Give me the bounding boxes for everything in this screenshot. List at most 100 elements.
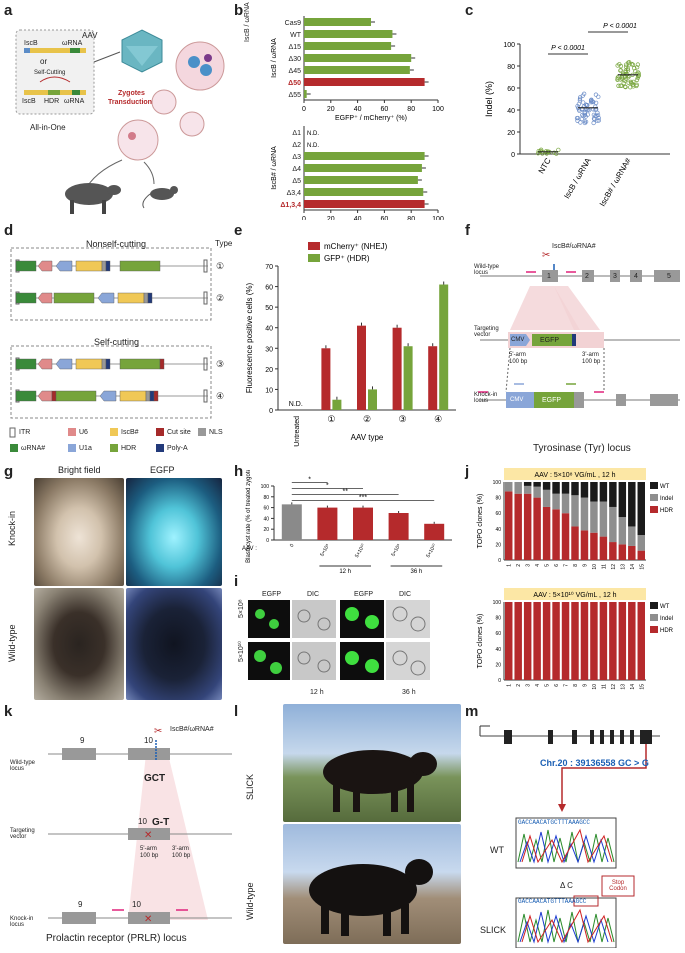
j-tick-label: 0 xyxy=(498,558,501,564)
d-leg-cut: Cut site xyxy=(167,429,191,436)
d-element xyxy=(143,292,149,304)
m-wt-label: WT xyxy=(490,845,504,855)
embryo-2-icon xyxy=(179,111,205,137)
i-embryo-3 xyxy=(345,607,359,621)
g-ki-brightfield-photo xyxy=(34,478,124,586)
h-ylabel: Blastocyst rate (% of treated zygotes) xyxy=(246,470,252,563)
m-pointer xyxy=(561,744,647,808)
j-category-label: 4 xyxy=(535,684,541,687)
f-wt-label: Wild-type locus xyxy=(474,264,500,276)
zygote-2 xyxy=(200,64,212,76)
j-bar-segment xyxy=(580,602,589,680)
c-point xyxy=(615,77,620,82)
b-category-label: Δ2 xyxy=(292,142,301,149)
b-category-label: Δ15 xyxy=(289,44,302,51)
c-point xyxy=(623,84,628,90)
i-embryo-2 xyxy=(269,619,279,629)
a-iscb2-label: IscB xyxy=(22,98,36,105)
i-embryo-8 xyxy=(365,659,379,673)
k-tv-exon10 xyxy=(128,828,170,840)
k-ki-exon10 xyxy=(128,912,170,924)
j-ylabel: TOPO clones (%) xyxy=(477,614,484,669)
h-tick-label: 40 xyxy=(263,516,269,522)
m-exon-5 xyxy=(600,730,604,744)
j-bar-segment xyxy=(533,482,541,487)
f-exon-5-label: 5 xyxy=(667,273,671,280)
panel-j-chart: AAV : 5×10⁸ VG/mL , 12 h 0 20 40 60 80 100 TOPO… xyxy=(470,466,682,696)
c-point xyxy=(616,83,621,88)
j-category-label: 1 xyxy=(507,684,513,687)
j-category-label: 14 xyxy=(630,564,636,570)
e-bar xyxy=(403,346,413,410)
c-point xyxy=(627,62,632,67)
blastocyst-icon xyxy=(117,119,159,161)
j-legend-label: WT xyxy=(660,604,670,610)
c-point xyxy=(621,80,626,86)
d-element xyxy=(99,390,117,402)
j-bar-segment xyxy=(571,526,579,560)
f-ki-cmv xyxy=(506,392,534,408)
l-wt-cow-head xyxy=(405,859,433,885)
f-exon-2-label: 2 xyxy=(585,273,589,280)
panel-a-svg xyxy=(15,29,225,214)
f-homology-5-band xyxy=(510,286,580,330)
b-category-label: Δ4 xyxy=(292,166,301,173)
e-tick-label: 70 xyxy=(265,264,273,271)
e-legend-swatch-1 xyxy=(308,242,320,250)
panel-label-j: j xyxy=(465,463,470,480)
j-bar-segment xyxy=(505,482,513,492)
d-element xyxy=(149,390,155,402)
l-slick-cattle-photo xyxy=(283,704,461,822)
j-bar-segment xyxy=(637,482,645,536)
j-bar-segment xyxy=(618,482,627,518)
a-or-label: or xyxy=(40,57,48,66)
g-bright-header: Bright field xyxy=(58,465,101,475)
c-point xyxy=(588,98,594,104)
construct1-grna xyxy=(70,48,80,53)
j-bar-segment xyxy=(618,544,627,560)
j-legend-label: Indel xyxy=(660,616,673,622)
h-aav-prefix: AAV : xyxy=(242,546,257,552)
l-slick-leg-3 xyxy=(391,786,398,812)
e-bar xyxy=(332,399,342,410)
l-wt-cattle-photo xyxy=(283,824,461,944)
f-tv-egfp xyxy=(532,334,572,346)
j-bar-segment xyxy=(542,489,551,507)
k-wt-exon10 xyxy=(128,748,170,760)
h-bar xyxy=(281,504,302,540)
c-point xyxy=(585,112,590,117)
m-slick-trace-red xyxy=(521,908,613,944)
f-ki-egfp-label: EGFP xyxy=(542,397,562,404)
b-bar xyxy=(304,188,424,196)
j-title-bg xyxy=(504,468,646,480)
construct2-hdr xyxy=(48,90,60,95)
e-xlabel: AAV type xyxy=(351,433,384,442)
j-legend-swatch xyxy=(650,482,658,489)
k-arm5-label: 5'-arm xyxy=(140,846,157,852)
d-leg-omega: ωRNA# xyxy=(21,445,46,452)
j-bar-segment xyxy=(637,602,645,680)
c-point xyxy=(620,71,626,76)
d-element xyxy=(55,260,73,272)
e-tick-label: 10 xyxy=(265,387,273,394)
m-delta-c: Δ C xyxy=(560,881,573,890)
e-legend-swatch-2 xyxy=(308,254,320,262)
c-point xyxy=(626,80,631,85)
d-leg-itr: ITR xyxy=(19,429,31,436)
panel-d-schematic xyxy=(8,236,230,460)
j-bar-segment xyxy=(637,550,645,560)
d-itr-right xyxy=(203,291,208,305)
j-ylabel: TOPO clones (%) xyxy=(477,494,484,549)
d-leg-polya: Poly-A xyxy=(167,445,188,452)
l-slick-cow-head xyxy=(409,752,437,776)
f-title: Tyrosinase (Tyr) locus xyxy=(533,443,631,454)
k-exon10-label: 10 xyxy=(144,736,153,745)
panel-f-schematic: ✂ xyxy=(470,234,682,460)
legend-omegarna-icon xyxy=(10,444,18,452)
f-arm5-label: 5'-arm xyxy=(509,352,526,358)
j-category-label: 7 xyxy=(564,564,570,567)
b-top-ylabel: IscB / ωRNA xyxy=(244,2,251,42)
j-legend-label: Indel xyxy=(660,496,673,502)
j-legend-swatch xyxy=(650,506,658,513)
j-bar-segment xyxy=(618,517,627,545)
